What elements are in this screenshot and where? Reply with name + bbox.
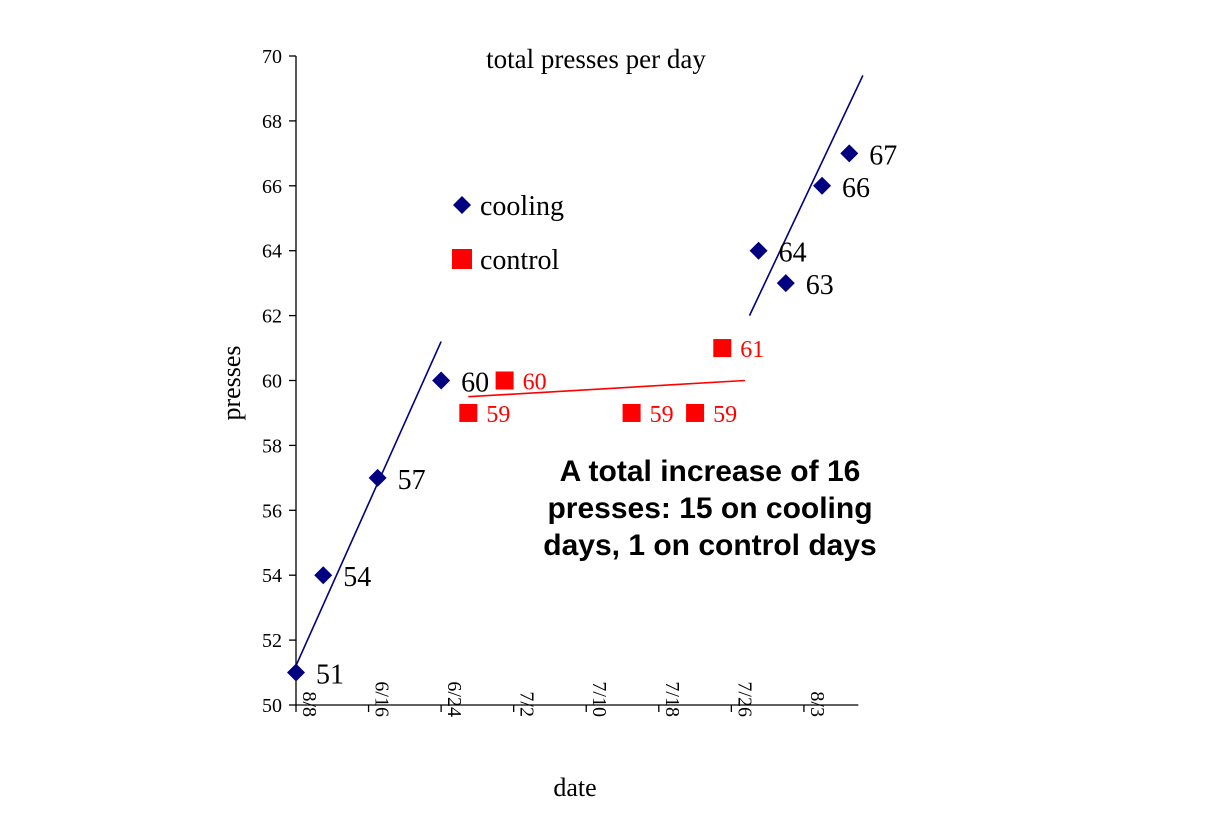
cooling-point — [840, 144, 859, 163]
y-tick-label: 54 — [262, 565, 282, 587]
cooling-point — [749, 241, 768, 260]
cooling-point — [314, 566, 333, 585]
legend: cooling control — [452, 191, 564, 276]
y-tick-label: 58 — [262, 435, 282, 457]
x-tick-label: 7/26 — [733, 681, 755, 717]
x-tick-label: 7/10 — [588, 681, 610, 717]
y-tick-label: 62 — [262, 306, 282, 328]
cooling-data-label: 51 — [316, 660, 344, 691]
control-data-label: 59 — [486, 402, 510, 428]
control-data-label: 59 — [650, 402, 674, 428]
legend-cooling-marker — [453, 196, 471, 214]
cooling-point — [776, 274, 795, 293]
cooling-data-label: 64 — [779, 238, 807, 269]
cooling-data-label: 63 — [806, 270, 834, 301]
control-point — [495, 371, 514, 390]
control-point — [459, 403, 478, 422]
cooling-point — [287, 663, 305, 682]
cooling-point — [432, 371, 451, 390]
legend-cooling-label: cooling — [480, 191, 564, 222]
control-data-label: 59 — [713, 402, 737, 428]
chart-title: total presses per day — [486, 44, 706, 74]
x-tick-label: 8/3 — [806, 691, 828, 717]
y-tick-label: 64 — [262, 241, 282, 263]
legend-control-label: control — [480, 245, 560, 276]
cooling-trendline — [748, 75, 864, 316]
y-axis-label: presses — [217, 345, 246, 420]
trendlines — [290, 75, 864, 677]
x-tick-label: 7/2 — [516, 691, 538, 717]
cooling-data-label: 66 — [842, 173, 870, 204]
control-point — [713, 339, 732, 358]
y-tick-label: 68 — [262, 111, 282, 133]
control-data-label: 61 — [740, 337, 764, 363]
cooling-trendline — [290, 341, 442, 677]
y-tick-label: 56 — [262, 500, 282, 522]
cooling-data-label: 67 — [869, 140, 897, 171]
cooling-point — [813, 176, 832, 195]
x-tick-label: 8/8 — [298, 691, 320, 717]
x-axis-label: date — [553, 773, 596, 802]
x-tick-label: 6/24 — [443, 681, 465, 717]
cooling-data-label: 54 — [343, 562, 371, 593]
x-tick-label: 6/16 — [371, 681, 393, 717]
legend-control-marker — [452, 249, 472, 269]
axes: 50 52 54 56 58 60 62 64 66 68 70 8/8 6/16 6/24 7/2 7/10… — [262, 46, 859, 717]
summary-annotation: A total increase of 16 presses: 15 on co… — [543, 455, 877, 562]
y-tick-label: 52 — [262, 630, 282, 652]
control-point — [622, 403, 641, 422]
y-tick-label: 70 — [262, 46, 282, 68]
x-tick-label: 7/18 — [661, 681, 683, 717]
y-tick-label: 66 — [262, 176, 282, 198]
control-point — [686, 403, 705, 422]
control-trendline — [468, 379, 746, 398]
cooling-point — [368, 468, 387, 487]
control-data-label: 60 — [523, 370, 547, 396]
cooling-data-label: 60 — [461, 368, 489, 399]
y-tick-label: 60 — [262, 371, 282, 393]
y-tick-label: 50 — [262, 695, 282, 717]
cooling-data-label: 57 — [398, 465, 426, 496]
